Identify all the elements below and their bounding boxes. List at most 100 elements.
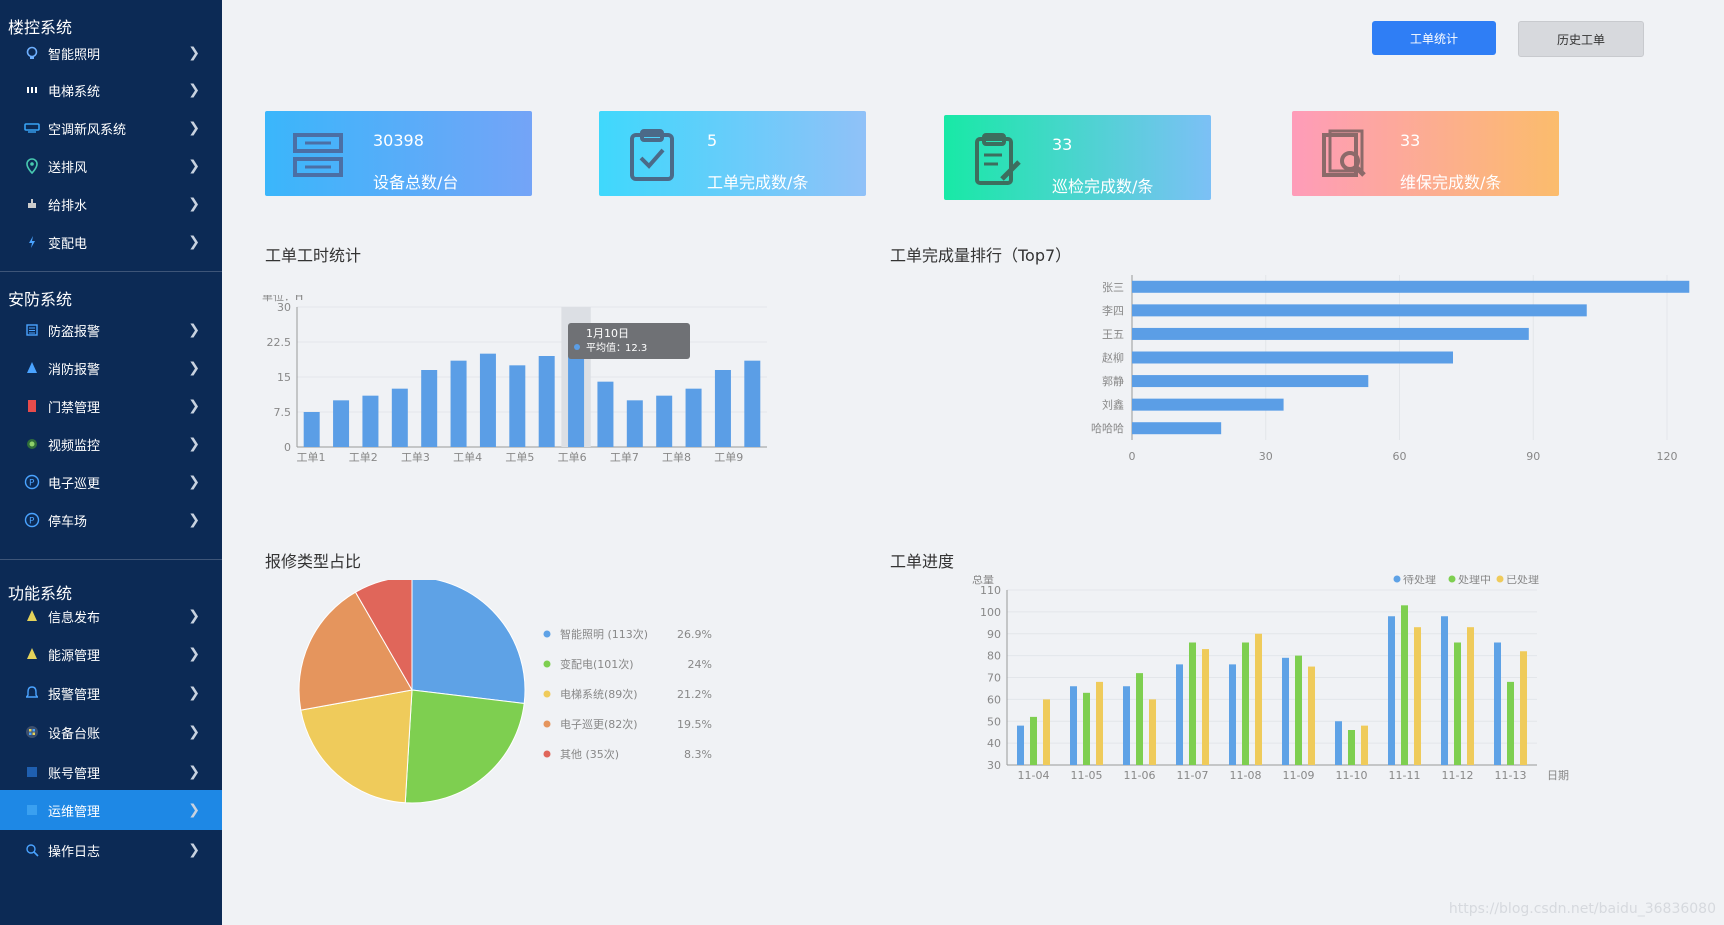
chevron-right-icon: ❯ [188, 82, 200, 98]
legend-marker [543, 630, 551, 638]
chevron-right-icon: ❯ [188, 474, 200, 490]
inspection-completed-label: 巡检完成数/条 [1052, 177, 1154, 196]
sidebar-item-label: 报警管理 [48, 687, 101, 703]
legend-label: 电梯系统(89次) [560, 687, 638, 701]
legend-marker [1393, 575, 1401, 583]
sidebar-item-smart-lighting[interactable]: 智能照明 ❯ [0, 33, 222, 73]
sidebar: 楼控系统 智能照明 ❯ 电梯系统 ❯ 空调新风系统 ❯ 送排风 ❯ 给排水 ❯ … [0, 0, 222, 925]
hours-bar-chart: 单位：H 0 7.5 15 22.5 30 工单1 工单2 工单3 工单4 工单5 工单6 工单7 工单8… [262, 295, 767, 464]
bar [714, 370, 731, 447]
sidebar-item-label: 防盗报警 [48, 324, 101, 340]
sidebar-item-alarm-mgmt[interactable]: 报警管理 ❯ [0, 673, 222, 713]
history-work-order-button[interactable]: 历史工单 [1518, 21, 1644, 57]
bar [1132, 422, 1222, 435]
sidebar-item-parking[interactable]: P 停车场 ❯ [0, 500, 222, 540]
sidebar-item-info-release[interactable]: 信息发布 ❯ [0, 596, 222, 636]
bell-icon [24, 685, 40, 701]
y-tick-label: 70 [987, 672, 1001, 685]
y-tick-label: 30 [987, 759, 1001, 772]
y-tick-label: 110 [980, 584, 1001, 597]
bar [685, 388, 702, 447]
pie-slice [354, 580, 413, 692]
sidebar-item-energy[interactable]: 能源管理 ❯ [0, 634, 222, 674]
wrench-icon [24, 802, 40, 818]
bar [1043, 699, 1050, 765]
legend-percent: 19.5% [677, 718, 712, 731]
chevron-right-icon: ❯ [188, 398, 200, 414]
bar [1388, 616, 1395, 765]
bar [1295, 655, 1302, 765]
sidebar-item-label: 停车场 [48, 514, 88, 530]
bar [1335, 721, 1342, 765]
sidebar-item-patrol[interactable]: P 电子巡更 ❯ [0, 462, 222, 502]
x-tick-label: 工单8 [662, 451, 691, 464]
chevron-right-icon: ❯ [188, 646, 200, 662]
sidebar-item-label: 视频监控 [48, 438, 101, 454]
bar [1096, 681, 1103, 765]
sidebar-item-account[interactable]: 账号管理 ❯ [0, 752, 222, 792]
pie-slice [404, 689, 525, 804]
bar [421, 370, 438, 447]
work-order-stats-button[interactable]: 工单统计 [1372, 21, 1496, 55]
legend-marker [543, 660, 551, 668]
sidebar-item-fire-alarm[interactable]: 消防报警 ❯ [0, 348, 222, 388]
chevron-right-icon: ❯ [188, 512, 200, 528]
grid-icon [24, 724, 40, 740]
p-circle-icon: P [24, 474, 40, 490]
location-icon [24, 158, 40, 174]
x-tick-label: 工单6 [558, 451, 587, 464]
bar [1189, 642, 1196, 765]
x-tick-label: 11-10 [1336, 769, 1368, 782]
sidebar-item-ventilation[interactable]: 送排风 ❯ [0, 146, 222, 186]
sidebar-item-elevator[interactable]: 电梯系统 ❯ [0, 70, 222, 110]
x-tick-label: 0 [1129, 450, 1136, 463]
sidebar-item-device-ledger[interactable]: 设备台账 ❯ [0, 712, 222, 752]
legend-percent: 24% [688, 658, 712, 671]
sidebar-item-burglar-alarm[interactable]: 防盗报警 ❯ [0, 310, 222, 350]
section-title-building-control: 楼控系统 [8, 18, 73, 37]
sidebar-item-ac[interactable]: 空调新风系统 ❯ [0, 108, 222, 148]
chevron-right-icon: ❯ [188, 45, 200, 61]
broadcast-icon [24, 608, 40, 624]
sidebar-item-label: 空调新风系统 [48, 122, 127, 138]
sidebar-divider [0, 559, 222, 560]
legend-label: 智能照明 (113次) [560, 627, 648, 641]
bar [1282, 657, 1289, 765]
legend-marker [543, 690, 551, 698]
sidebar-item-video[interactable]: 视频监控 ❯ [0, 424, 222, 464]
y-tick-label: 30 [277, 301, 291, 314]
clipboard-edit-icon [975, 133, 1021, 185]
energy-icon [24, 646, 40, 662]
bar [1454, 642, 1461, 765]
bar [1520, 651, 1527, 765]
bar [1308, 666, 1315, 765]
x-tick-label: 工单4 [453, 451, 482, 464]
bar [509, 365, 526, 447]
sidebar-item-operations[interactable]: 运维管理 ❯ [0, 790, 222, 830]
sidebar-item-water[interactable]: 给排水 ❯ [0, 184, 222, 224]
bar [1255, 633, 1262, 765]
bar [479, 353, 496, 447]
tooltip-box [568, 323, 690, 359]
server-icon [293, 133, 343, 177]
work-order-completed-label: 工单完成数/条 [707, 173, 809, 192]
x-tick-label: 工单7 [610, 451, 639, 464]
y-tick-label: 王五 [1102, 328, 1124, 341]
sidebar-item-label: 给排水 [48, 198, 88, 214]
x-tick-label: 120 [1657, 450, 1678, 463]
device-total-card: 30398 设备总数/台 [265, 111, 532, 196]
bar [1132, 398, 1284, 411]
sidebar-item-label: 电子巡更 [48, 476, 101, 492]
sidebar-item-operation-log[interactable]: 操作日志 ❯ [0, 830, 222, 870]
x-axis-name: 日期 [1547, 769, 1569, 782]
svg-text:P: P [29, 517, 35, 527]
sidebar-item-power[interactable]: 变配电 ❯ [0, 222, 222, 262]
bar [1017, 725, 1024, 765]
bar [744, 360, 761, 447]
x-tick-label: 11-09 [1283, 769, 1315, 782]
x-tick-label: 11-13 [1495, 769, 1527, 782]
device-total-value: 30398 [373, 131, 424, 150]
sidebar-item-access-control[interactable]: 门禁管理 ❯ [0, 386, 222, 426]
x-tick-label: 工单2 [349, 451, 378, 464]
main-content: 工单统计 历史工单 30398 设备总数/台 5 工单完成数/条 33 巡检完成… [222, 10, 1722, 925]
